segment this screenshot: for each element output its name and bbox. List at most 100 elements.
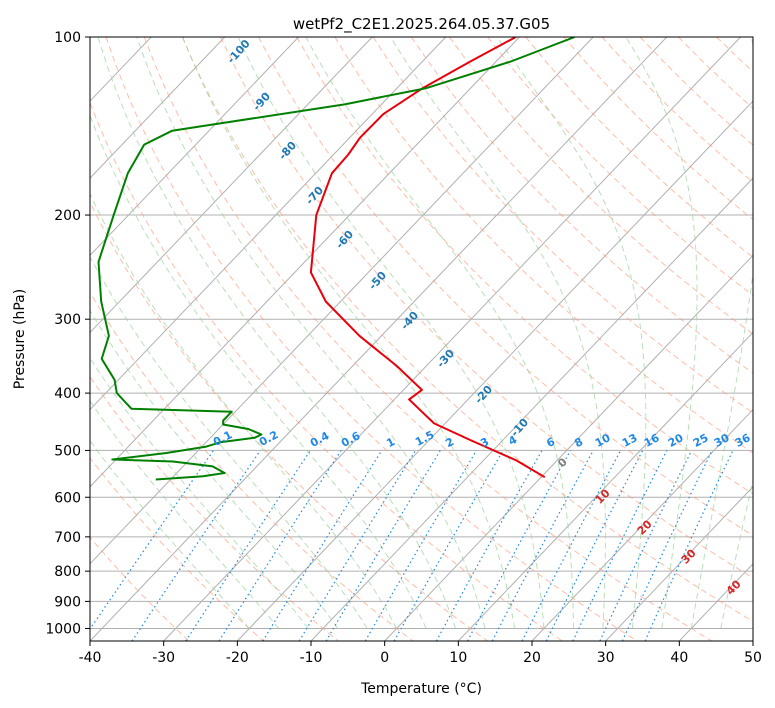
isotherm-label: -100 [225,37,253,66]
moist-adiabat-line [305,37,574,629]
dry-adiabat-line [258,37,753,537]
isotherm-label: -60 [333,228,356,252]
x-tick-label: 40 [670,650,688,666]
x-tick-label: 10 [449,650,467,666]
moist-adiabat-line [90,400,280,629]
temperature-profile-line [309,37,546,479]
isotherm-label: -20 [472,383,495,407]
mixing-ratio-line [218,450,342,641]
x-tick-label: -10 [300,650,323,666]
y-tick-label: 800 [54,564,81,580]
mixing-ratio-label: 16 [642,431,662,450]
isotherm-label: -90 [250,90,273,114]
mixing-ratio-line [90,450,214,631]
isotherm-line [531,408,753,641]
mixing-ratio-line [393,450,504,641]
moist-adiabat-line [690,37,753,629]
dry-adiabat-line [525,37,753,258]
isotherm-label: -40 [398,309,421,333]
mixing-ratio-line [325,450,441,641]
x-tick-label: -40 [79,650,102,666]
mixing-ratio-line [491,450,594,641]
dry-adiabat-line [716,37,753,73]
isotherm-line [310,177,753,641]
isotherm-line [90,37,373,334]
moist-adiabat-line [90,309,339,629]
dry-adiabat-line [296,37,753,495]
x-tick-label: 20 [523,650,541,666]
isotherm-label: -80 [276,139,299,163]
moist-adiabat-line [90,114,427,629]
isotherm-line [90,37,668,641]
dry-adiabat-line [220,37,753,579]
isotherm-label: -50 [366,269,389,293]
y-tick-label: 500 [54,443,81,459]
mixing-ratio-line [185,450,311,641]
mixing-ratio-label: 10 [593,431,613,450]
mixing-ratio-line [621,450,713,641]
isotherm-line [384,254,753,641]
y-tick-label: 200 [54,208,81,224]
moist-adiabat-label: 20 [635,517,655,537]
mixing-ratio-line [644,450,734,641]
dry-adiabat-line [410,37,753,374]
moist-adiabat-line [90,192,398,629]
chart-title: wetPf2_C2E1.2025.264.05.37.G05 [293,15,550,34]
mixing-ratio-line [262,450,383,641]
mixing-ratio-line [572,450,668,641]
mixing-ratio-label: 20 [666,431,686,450]
isotherm-line [605,486,753,641]
mixing-ratio-label: 8 [572,435,585,450]
dry-adiabat-line [639,37,753,146]
moist-adiabat-line [237,37,545,629]
isotherm-line [752,640,753,641]
mixing-ratio-label: 25 [691,431,711,450]
isotherm-label: -70 [303,184,326,208]
isotherm-line [90,37,299,257]
isotherm-line [163,37,741,641]
moist-adiabat-line [182,37,515,629]
moist-adiabat-label: 10 [593,486,613,506]
isotherm-line [90,37,226,179]
mixing-ratio-label: 13 [620,431,640,450]
dry-adiabat-line [755,37,775,641]
mixing-ratio-line [545,450,644,641]
y-tick-label: 300 [54,312,81,328]
x-tick-label: -30 [152,650,175,666]
dry-adiabat-line [90,291,414,641]
mixing-ratio-label: 0.1 [211,428,234,449]
moist-adiabat-label: 40 [724,577,744,597]
x-tick-label: -20 [226,650,249,666]
x-tick-label: 50 [744,650,762,666]
isotherm-zero-label: 0 [555,455,570,470]
mixing-ratio-label: 30 [712,431,732,450]
dry-adiabat-line [143,37,712,641]
mixing-ratio-line [131,450,261,641]
dry-adiabat-line [90,457,264,641]
moist-adiabat-line [90,255,368,629]
isotherm-line [90,37,594,565]
y-tick-label: 600 [54,490,81,506]
dry-adiabat-line [372,37,753,414]
mixing-ratio-label: 36 [733,431,753,450]
dewpoint-profile-line [97,37,576,481]
isotherm-line [236,100,753,641]
moist-adiabat-line [136,37,486,629]
moist-adiabat-line [496,37,647,629]
mixing-ratio-label: 0.6 [339,429,363,450]
mixing-ratio-line [298,450,417,641]
y-tick-label: 1000 [45,621,81,637]
y-tick-label: 900 [54,594,81,610]
dry-adiabat-line [105,37,638,641]
moist-adiabat-line [97,37,457,629]
x-tick-label: 30 [597,650,615,666]
dry-adiabat-line [487,37,753,296]
moist-adiabat-line [90,439,250,629]
mixing-ratio-label: 2 [443,435,456,450]
dry-adiabat-line [448,37,753,335]
mixing-ratio-line [466,450,572,641]
moist-adiabat-line [90,357,309,629]
isotherm-line [90,37,447,411]
y-tick-label: 700 [54,530,81,546]
